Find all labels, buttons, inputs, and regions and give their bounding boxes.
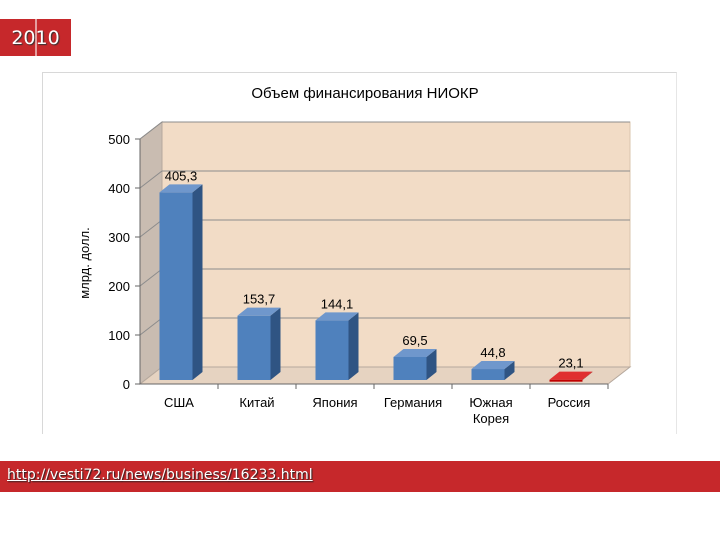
x-tick-label: Япония — [312, 395, 357, 410]
data-label: 69,5 — [402, 333, 427, 348]
y-tick-label: 0 — [123, 377, 130, 392]
data-label: 23,1 — [558, 356, 583, 371]
bar-group — [393, 348, 437, 380]
data-label: 153,7 — [243, 292, 276, 307]
chart-side-wall — [139, 120, 163, 386]
bar — [159, 192, 193, 380]
bar — [315, 320, 349, 380]
bar-side — [504, 361, 515, 380]
source-bar: http://vesti72.ru/news/business/16233.ht… — [0, 461, 720, 492]
bar — [237, 315, 271, 380]
bar-side — [270, 307, 281, 380]
y-tick-label: 300 — [108, 230, 130, 245]
bar-group — [237, 307, 281, 380]
bar — [393, 356, 427, 380]
year-label: 2010 — [11, 26, 60, 49]
y-axis-label: млрд. долл. — [77, 227, 92, 299]
bar — [549, 379, 583, 382]
bar-group — [549, 371, 593, 382]
bar-side — [348, 312, 359, 380]
x-tick-label: Россия — [548, 395, 591, 410]
y-tick-label: 500 — [108, 132, 130, 147]
bar-top — [471, 361, 515, 370]
gridline — [139, 121, 630, 140]
bar-side — [582, 371, 593, 380]
bar-top — [159, 184, 203, 193]
gridline — [139, 170, 630, 189]
y-tick-label: 200 — [108, 279, 130, 294]
source-link[interactable]: http://vesti72.ru/news/business/16233.ht… — [7, 467, 313, 483]
y-tick-label: 400 — [108, 181, 130, 196]
bar-side — [192, 184, 203, 380]
chart-frame: Объем финансирования НИОКР 0 100 200 300 400 5… — [42, 72, 677, 434]
x-tick-label: Китай — [239, 395, 274, 410]
x-tick-label: Южная Корея — [469, 395, 512, 426]
bar-top — [315, 312, 359, 321]
x-tick-label: США — [164, 395, 194, 410]
chart-title: Объем финансирования НИОКР — [251, 85, 478, 102]
chart-back-wall — [161, 121, 631, 368]
bar-top — [237, 307, 281, 316]
bar-chart: Объем финансирования НИОКР 0 100 200 300 400 5… — [77, 85, 632, 426]
data-label: 44,8 — [480, 345, 505, 360]
y-tick-label: 100 — [108, 328, 130, 343]
bar-group — [315, 312, 359, 380]
bar-side — [426, 348, 437, 380]
bar-top — [549, 371, 593, 380]
year-badge: 2010 — [0, 19, 71, 56]
data-label: 144,1 — [321, 296, 354, 311]
bar-group — [159, 184, 203, 380]
x-tick-label: Германия — [384, 395, 442, 410]
data-label: 405,3 — [165, 168, 198, 183]
bar-top — [393, 348, 437, 357]
bar — [471, 369, 505, 380]
bar-group — [471, 361, 515, 380]
